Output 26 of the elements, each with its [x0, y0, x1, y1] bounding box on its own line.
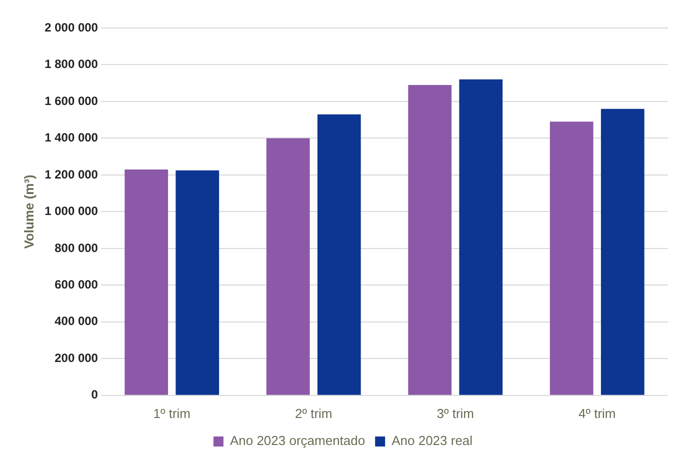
y-tick-label: 1 000 000 [44, 204, 98, 218]
bar [124, 169, 168, 395]
y-tick-label: 400 000 [54, 314, 98, 328]
y-tick-label: 200 000 [54, 350, 98, 365]
legend-label: Ano 2023 real [392, 433, 473, 448]
y-tick-label: 1 200 000 [44, 167, 98, 182]
y-tick-label: 800 000 [54, 240, 98, 255]
y-tick-label: 1 600 000 [44, 94, 98, 108]
bar [176, 170, 220, 395]
y-tick-label: 600 000 [54, 277, 98, 292]
bar [317, 114, 361, 395]
bar [408, 84, 452, 395]
x-tick-label: 4º trim [578, 406, 616, 421]
y-tick-label: 1 800 000 [44, 57, 98, 72]
y-tick-label: 0 [91, 388, 98, 402]
y-axis-title: Volume (m³) [21, 174, 36, 249]
y-tick-label: 2 000 000 [44, 20, 98, 34]
x-tick-label: 2º trim [294, 406, 332, 421]
bar [266, 138, 310, 395]
bar [600, 108, 644, 395]
x-tick-label: 1º trim [153, 406, 190, 421]
y-tick-label: 1 400 000 [44, 130, 98, 145]
bar [459, 79, 503, 395]
x-tick-label: 3º trim [436, 406, 474, 421]
legend-label: Ano 2023 orçamentado [230, 433, 366, 448]
bar [550, 122, 594, 395]
